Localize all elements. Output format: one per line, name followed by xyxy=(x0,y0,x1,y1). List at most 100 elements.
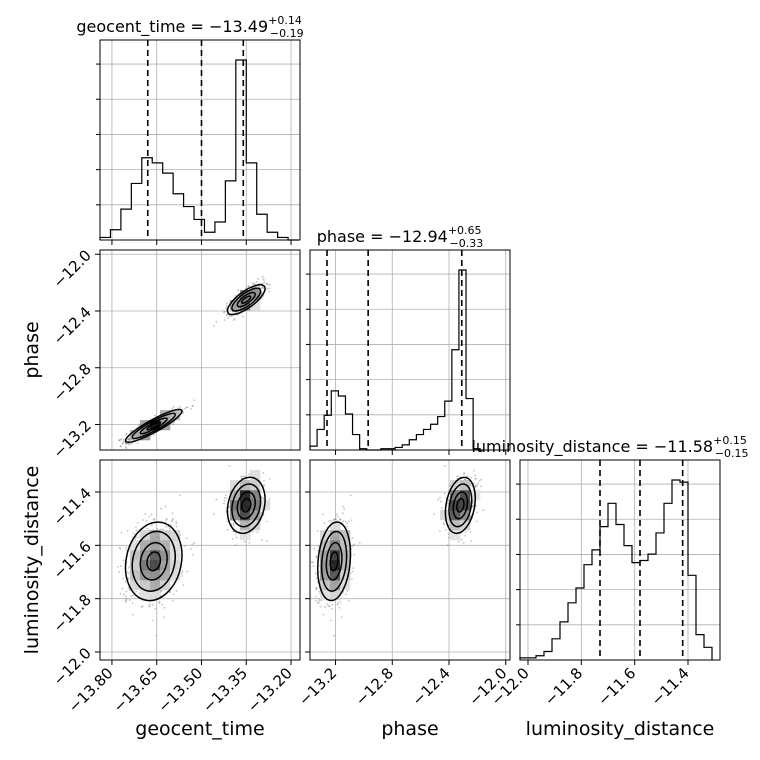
scatter-point xyxy=(130,442,133,445)
contour-line xyxy=(329,551,339,572)
scatter-point xyxy=(225,307,227,310)
scatter-point xyxy=(464,531,467,533)
scatter-point xyxy=(125,590,128,593)
density-cell xyxy=(140,560,151,571)
scatter-point xyxy=(261,282,264,285)
scatter-point xyxy=(438,530,441,533)
histogram-step xyxy=(519,479,713,660)
scatter-point xyxy=(475,477,477,480)
scatter-point xyxy=(124,446,127,449)
scatter-point xyxy=(180,572,183,575)
y-axis-label: phase xyxy=(21,321,43,378)
scatter-point xyxy=(317,602,320,605)
contour-line xyxy=(231,483,262,528)
scatter-point xyxy=(336,603,339,606)
contour-line xyxy=(131,412,176,440)
scatter-point xyxy=(262,287,265,290)
scatter-point xyxy=(228,506,231,509)
scatter-point xyxy=(344,593,347,596)
scatter-point xyxy=(335,518,338,520)
x-tick-label: −12.4 xyxy=(409,664,454,709)
scatter-point xyxy=(350,544,353,547)
scatter-point xyxy=(118,439,121,442)
density-cell xyxy=(250,510,261,521)
contours xyxy=(124,284,266,444)
contour-line xyxy=(226,476,266,535)
density-cell xyxy=(340,550,351,561)
scatter-point xyxy=(169,591,171,594)
scatter-point xyxy=(124,580,127,583)
scatter-point xyxy=(352,545,355,547)
scatter-point xyxy=(182,584,185,586)
scatter-point xyxy=(122,593,125,596)
scatter-point xyxy=(144,513,147,516)
scatter-point xyxy=(439,496,441,499)
scatter-point xyxy=(125,442,127,445)
scatter-point xyxy=(226,520,229,523)
scatter-point xyxy=(474,484,477,487)
scatter-point xyxy=(213,324,215,327)
scatter-point xyxy=(315,587,318,590)
scatter-point xyxy=(253,282,256,284)
scatter-point xyxy=(164,505,167,508)
hist-panel-geocent_time: geocent_time = −13.49+0.14 −0.19 xyxy=(76,14,304,241)
density-cell xyxy=(320,590,331,601)
scatter-point xyxy=(336,602,339,604)
scatter-point xyxy=(474,478,477,480)
scatter-point xyxy=(163,606,166,609)
scatter-point xyxy=(122,577,125,580)
density-cell xyxy=(320,530,331,541)
scatter-point xyxy=(135,529,138,532)
scatter-point xyxy=(179,405,181,408)
density-cell xyxy=(240,520,251,531)
scatter-point xyxy=(262,277,265,280)
scatter-point xyxy=(262,497,265,500)
scatter-point xyxy=(339,518,342,520)
scatter-point xyxy=(182,411,185,414)
density-cell xyxy=(330,530,341,541)
scatter-point xyxy=(260,538,263,541)
scatter-point xyxy=(225,314,228,317)
density-cell xyxy=(140,570,151,581)
scatter-point xyxy=(261,275,264,278)
contour-line xyxy=(139,541,168,581)
scatter-point xyxy=(315,586,318,589)
scatter-point xyxy=(344,520,347,523)
title-value: −13.49 xyxy=(209,17,268,36)
scatter-point xyxy=(263,281,266,284)
density-cell xyxy=(250,480,261,491)
scatter-point xyxy=(353,543,355,546)
panel-frame xyxy=(99,249,301,451)
x-axis-label: phase xyxy=(381,718,438,740)
scatter-point xyxy=(173,405,175,408)
scatter-point xyxy=(474,474,476,477)
scatter-point xyxy=(185,537,188,540)
scatter-point xyxy=(127,586,130,589)
scatter-point xyxy=(125,433,128,436)
scatter-point xyxy=(183,544,186,547)
density-cell xyxy=(230,480,241,491)
scatter-point xyxy=(225,305,228,308)
scatter-point xyxy=(127,437,130,440)
scatter-point xyxy=(342,505,344,508)
scatter-point xyxy=(120,437,123,440)
scatter-point xyxy=(246,285,249,288)
contour-line xyxy=(456,497,465,513)
scatter-point xyxy=(232,522,235,525)
contour-line xyxy=(139,417,168,435)
scatter-point xyxy=(315,588,317,591)
density-cell xyxy=(150,420,161,431)
contours xyxy=(124,476,266,602)
density-cell xyxy=(330,540,341,551)
scatter-point xyxy=(315,577,318,580)
scatter-point xyxy=(142,519,145,521)
density-cell xyxy=(330,590,341,601)
scatter-point xyxy=(243,475,246,478)
scatter-point xyxy=(234,544,237,547)
scatter-point xyxy=(348,599,350,602)
scatter-point xyxy=(131,613,134,616)
panel-plot-area xyxy=(116,465,271,637)
scatter-point xyxy=(230,314,233,317)
scatter-point xyxy=(223,496,226,499)
scatter-point xyxy=(128,443,130,446)
